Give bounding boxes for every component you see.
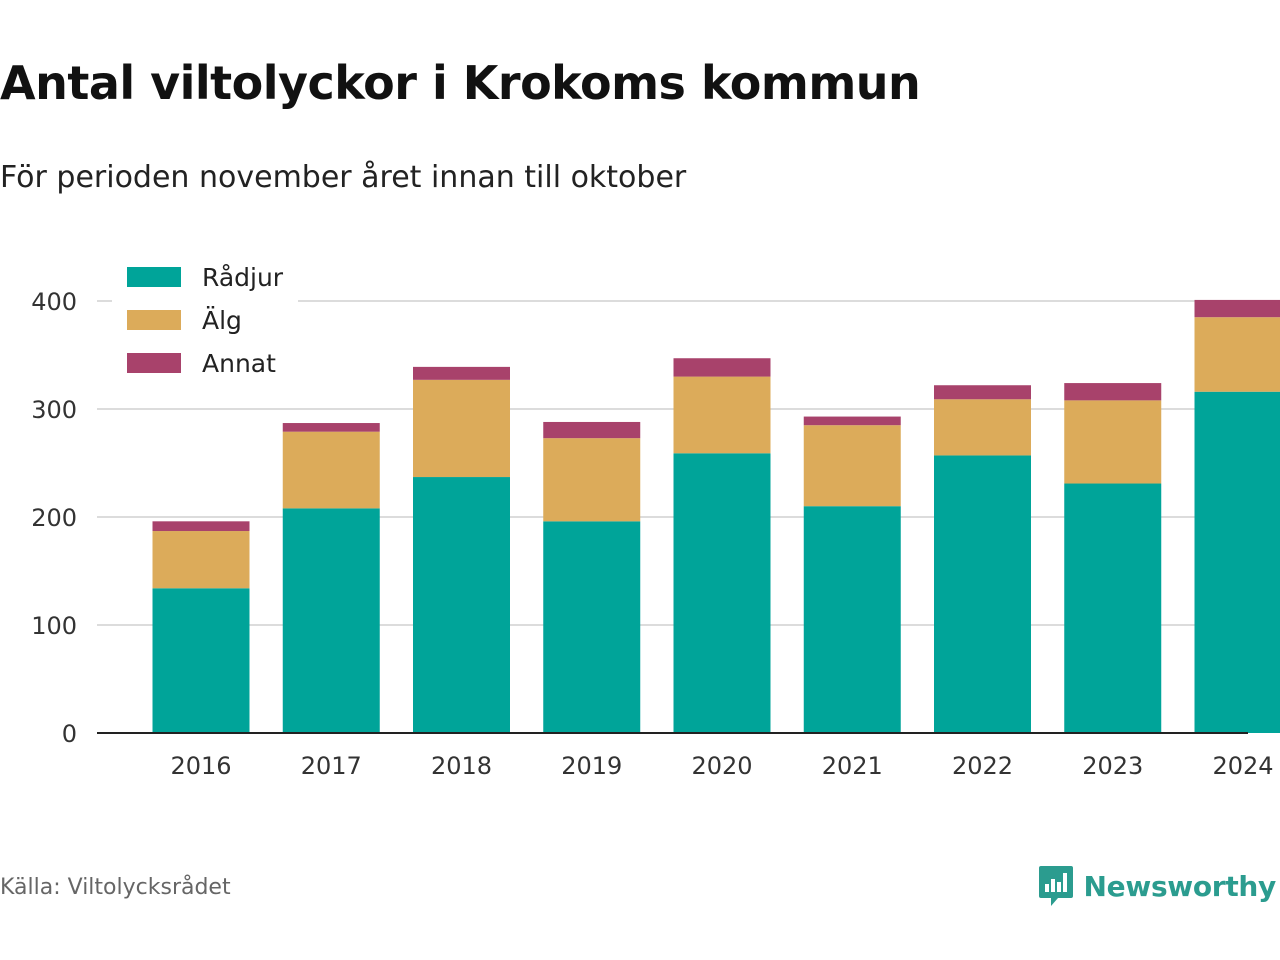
bar-annat-2019 <box>543 421 641 439</box>
legend-swatch <box>127 267 181 287</box>
x-tick-label: 2016 <box>170 752 231 780</box>
bar--lg-2024 <box>1194 317 1280 392</box>
legend-label: Älg <box>202 306 242 335</box>
bar-annat-2021 <box>803 416 901 426</box>
y-tick-label: 100 <box>31 612 77 640</box>
brand-name: Newsworthy <box>1083 869 1277 903</box>
bar--lg-2016 <box>152 531 250 589</box>
bar--lg-2017 <box>282 431 380 509</box>
y-tick-label: 200 <box>31 504 77 532</box>
bar-annat-2016 <box>152 521 250 532</box>
bar-r-djur-2018 <box>413 477 510 733</box>
bar--lg-2020 <box>673 376 771 454</box>
bar--lg-2023 <box>1064 400 1162 484</box>
legend-swatch <box>127 353 181 373</box>
x-tick-label: 2021 <box>822 752 883 780</box>
bar-r-djur-2020 <box>673 453 771 733</box>
bar-annat-2018 <box>413 366 510 380</box>
x-tick-label: 2018 <box>431 752 492 780</box>
bar-r-djur-2021 <box>803 506 901 733</box>
bar--lg-2022 <box>934 399 1031 456</box>
bar-r-djur-2023 <box>1064 483 1162 733</box>
y-tick-label: 0 <box>62 720 77 748</box>
bar-annat-2017 <box>282 423 380 432</box>
x-tick-label: 2017 <box>301 752 362 780</box>
bar--lg-2018 <box>413 379 510 478</box>
bar-r-djur-2017 <box>282 508 380 733</box>
bar-r-djur-2024 <box>1194 391 1280 733</box>
y-tick-label: 400 <box>31 288 77 316</box>
brand-logo: Newsworthy <box>1038 864 1276 908</box>
source-note: Källa: Viltolycksrådet <box>0 875 231 900</box>
bar--lg-2019 <box>543 438 641 522</box>
bar-r-djur-2019 <box>543 521 641 733</box>
x-tick-label: 2022 <box>952 752 1013 780</box>
bar-annat-2022 <box>934 385 1031 400</box>
bar-annat-2020 <box>673 358 771 377</box>
bar-r-djur-2016 <box>152 588 250 733</box>
legend-swatch <box>127 310 181 330</box>
bar-annat-2023 <box>1064 383 1162 401</box>
bar-annat-2024 <box>1194 299 1280 318</box>
x-tick-label: 2024 <box>1212 752 1273 780</box>
newsworthy-logo-icon <box>1038 866 1073 906</box>
x-tick-label: 2019 <box>561 752 622 780</box>
y-tick-label: 300 <box>31 396 77 424</box>
legend-label: Annat <box>202 349 276 378</box>
legend-label: Rådjur <box>202 263 284 292</box>
x-tick-label: 2023 <box>1082 752 1143 780</box>
chart-subtitle: För perioden november året innan till ok… <box>0 160 687 195</box>
x-tick-label: 2020 <box>691 752 752 780</box>
bar--lg-2021 <box>803 425 901 507</box>
chart-title: Antal viltolyckor i Krokoms kommun <box>0 56 921 110</box>
bar-r-djur-2022 <box>934 455 1031 733</box>
